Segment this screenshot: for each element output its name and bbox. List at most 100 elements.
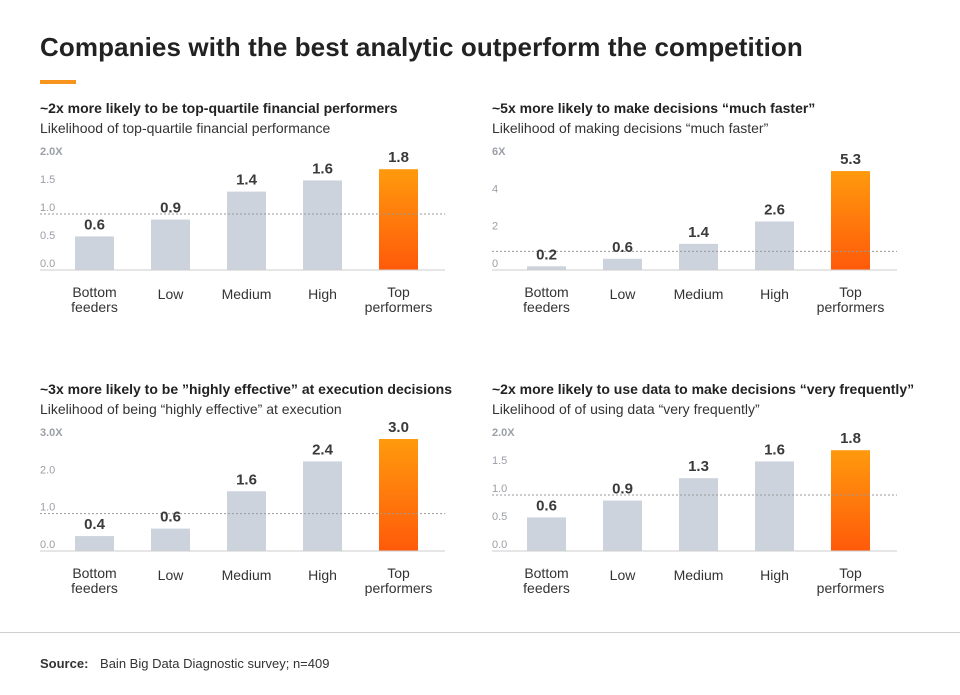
x-tick-label-line: feeders (523, 580, 570, 596)
bar-chart-financial: 0.0 0.5 1.0 1.5 2.0X 0.6 Bottom feeders 0.9 Low 1.… (40, 146, 445, 315)
bar-highlight (831, 171, 870, 270)
y-tick-label: 1.0 (40, 202, 55, 214)
chart-heading: ~3x more likely to be ”highly effective”… (40, 381, 452, 397)
bar (227, 491, 266, 551)
x-tick-label: Low (610, 286, 637, 302)
x-tick-label: Low (158, 286, 185, 302)
x-tick-label: Low (610, 567, 637, 583)
y-tick-label: 0.5 (40, 230, 55, 242)
x-tick-label-line: performers (365, 299, 433, 315)
chart-panel-data-usage: ~2x more likely to use data to make deci… (492, 381, 932, 611)
y-tick-label: 1.5 (492, 455, 507, 467)
x-tick-label-line: High (760, 567, 789, 583)
bar-highlight (831, 450, 870, 551)
chart-panel-execution: ~3x more likely to be ”highly effective”… (40, 381, 480, 611)
x-tick-label: Medium (222, 567, 272, 583)
bar (303, 180, 342, 270)
data-label: 0.9 (612, 481, 633, 498)
chart-heading: ~5x more likely to make decisions “much … (492, 100, 816, 116)
chart-title: Likelihood of of using data “very freque… (492, 401, 760, 417)
x-tick-label: High (760, 286, 789, 302)
x-tick-label: High (760, 567, 789, 583)
x-tick-label-line: performers (817, 580, 885, 596)
y-tick-label: 0 (492, 258, 498, 270)
y-tick-label: 0.0 (492, 539, 507, 551)
y-tick-label: 4 (492, 183, 498, 195)
bar (755, 221, 794, 270)
bar (227, 191, 266, 270)
y-tick-label: 2.0X (492, 427, 515, 439)
y-tick-label: 2 (492, 221, 498, 233)
x-tick-label-line: Top (387, 284, 410, 300)
x-tick-label-line: Top (839, 565, 862, 581)
data-label: 2.4 (312, 441, 334, 458)
x-tick-label-line: Top (839, 284, 862, 300)
data-label: 1.6 (236, 471, 257, 488)
bar-highlight (379, 169, 418, 270)
x-tick-label-line: Bottom (72, 284, 116, 300)
x-tick-label: Medium (674, 567, 724, 583)
y-tick-label: 1.5 (40, 174, 55, 186)
data-label: 2.6 (764, 201, 785, 218)
data-label: 0.6 (612, 239, 633, 256)
bar (603, 500, 642, 551)
y-tick-label: 2.0X (40, 146, 63, 158)
data-label: 0.2 (536, 246, 557, 263)
x-tick-label: High (308, 286, 337, 302)
x-tick-label: Medium (222, 286, 272, 302)
x-tick-label-line: High (308, 567, 337, 583)
chart-heading: ~2x more likely to be top-quartile finan… (40, 100, 398, 116)
source-note: Source: Bain Big Data Diagnostic survey;… (40, 656, 329, 671)
x-tick-label-line: Low (158, 286, 185, 302)
bar (527, 266, 566, 270)
bar (75, 536, 114, 551)
x-tick-label-line: Low (610, 286, 637, 302)
y-tick-label: 1.0 (40, 502, 55, 514)
source-text: Bain Big Data Diagnostic survey; n=409 (100, 656, 330, 671)
y-tick-label: 0.5 (492, 511, 507, 523)
x-tick-label: High (308, 567, 337, 583)
x-tick-label-line: Medium (222, 567, 272, 583)
x-tick-label-line: Bottom (524, 565, 568, 581)
x-tick-label-line: performers (817, 299, 885, 315)
x-tick-label-line: Low (158, 567, 185, 583)
chart-title: Likelihood of making decisions “much fas… (492, 120, 769, 136)
y-tick-label: 0.0 (40, 539, 55, 551)
chart-heading: ~2x more likely to use data to make deci… (492, 381, 915, 397)
data-label: 3.0 (388, 419, 409, 436)
bar-chart-decision-speed: 0 2 4 6X 0.2 Bottom feeders 0.6 Low 1.4 Medium 2.6 H… (492, 146, 897, 315)
x-tick-label-line: High (760, 286, 789, 302)
data-label: 1.4 (688, 224, 710, 241)
chart-panel-financial: ~2x more likely to be top-quartile finan… (40, 100, 480, 330)
page-title: Companies with the best analytic outperf… (40, 32, 803, 62)
y-tick-label: 3.0X (40, 427, 63, 439)
bar-highlight (379, 439, 418, 551)
x-tick-label: Top performers (817, 565, 885, 596)
data-label: 0.6 (536, 497, 557, 514)
y-tick-label: 6X (492, 146, 506, 158)
data-label: 0.6 (84, 216, 105, 233)
data-label: 0.9 (160, 200, 181, 217)
data-label: 1.4 (236, 172, 258, 189)
x-tick-label-line: feeders (71, 299, 118, 315)
x-tick-label-line: High (308, 286, 337, 302)
data-label: 1.6 (312, 160, 333, 177)
x-tick-label-line: Medium (222, 286, 272, 302)
title-accent-bar (40, 80, 76, 84)
x-tick-label-line: feeders (523, 299, 570, 315)
data-label: 0.4 (84, 516, 106, 533)
y-tick-label: 0.0 (40, 258, 55, 270)
bar (151, 528, 190, 551)
x-tick-label-line: Medium (674, 567, 724, 583)
x-tick-label-line: Top (387, 565, 410, 581)
x-tick-label: Medium (674, 286, 724, 302)
bar (303, 461, 342, 551)
footer-divider (0, 632, 960, 633)
chart-title: Likelihood of top-quartile financial per… (40, 120, 331, 136)
x-tick-label: Bottom feeders (71, 565, 118, 596)
x-tick-label: Bottom feeders (523, 284, 570, 315)
bar (679, 478, 718, 551)
x-tick-label: Bottom feeders (523, 565, 570, 596)
x-tick-label-line: Bottom (524, 284, 568, 300)
x-tick-label: Low (158, 567, 185, 583)
